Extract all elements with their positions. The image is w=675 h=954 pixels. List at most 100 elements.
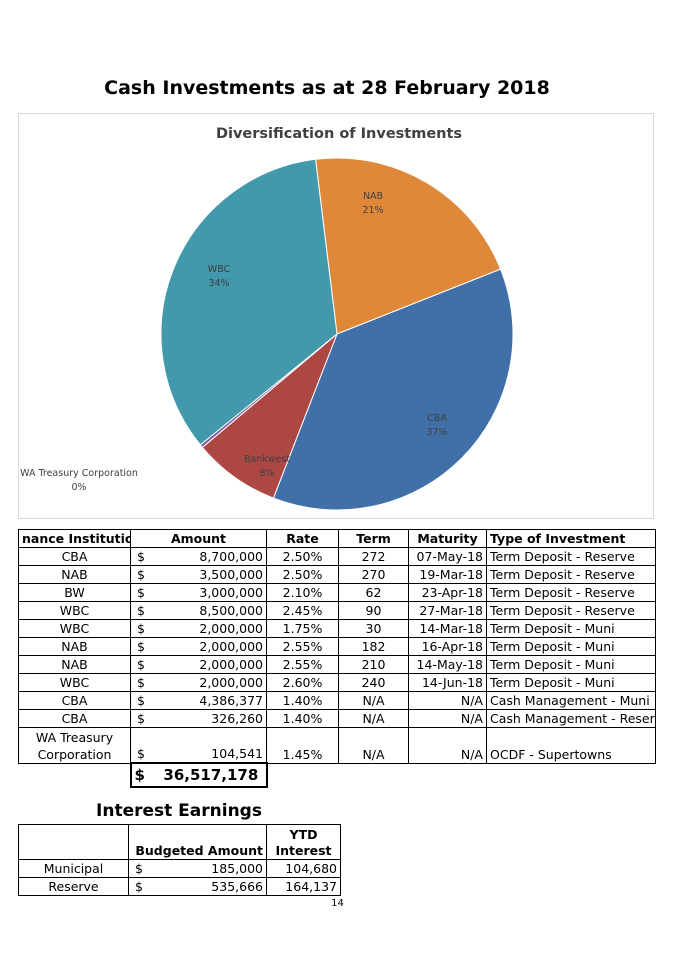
type-cell: Term Deposit - Muni: [486, 637, 656, 656]
maturity-cell: 23-Apr-18: [408, 583, 487, 602]
type-cell: Term Deposit - Reserve: [486, 547, 656, 566]
rate-cell: 1.40%: [266, 709, 339, 728]
maturity-cell: 14-May-18: [408, 655, 487, 674]
amount-cell: 2,000,000: [148, 619, 267, 638]
column-header: Maturity: [408, 529, 487, 548]
maturity-cell: 16-Apr-18: [408, 637, 487, 656]
rate-cell: 2.55%: [266, 637, 339, 656]
maturity-cell: N/A: [408, 691, 487, 710]
interest-earnings-table: Budgeted Amount YTD Interest Municipal $1…: [18, 824, 341, 896]
currency-cell: $: [130, 709, 149, 728]
amount-cell: 2,000,000: [148, 655, 267, 674]
row-label-cell: Reserve: [18, 877, 129, 896]
institution-cell: NAB: [18, 655, 131, 674]
institution-cell: NAB: [18, 565, 131, 584]
ytd-cell: 164,137: [266, 877, 341, 896]
rate-cell: 1.75%: [266, 619, 339, 638]
table-row: BW $3,000,000 2.10% 62 23-Apr-18 Term Deposit…: [18, 583, 656, 602]
currency-cell: $: [130, 727, 149, 764]
interest-table-body: Municipal $185,000 104,680 Reserve $535,666 1…: [18, 859, 341, 896]
currency-cell: $: [130, 673, 149, 692]
slice-percent-label: 21%: [362, 205, 383, 216]
table-row: NAB $3,500,000 2.50% 270 19-Mar-18 Term Depos…: [18, 565, 656, 584]
institution-cell: CBA: [18, 547, 131, 566]
table-row: Reserve $535,666 164,137: [18, 877, 341, 896]
column-header: nance Institutio: [18, 529, 131, 548]
ytd-cell: 104,680: [266, 859, 341, 878]
currency-cell: $: [130, 601, 149, 620]
type-cell: Term Deposit - Muni: [486, 655, 656, 674]
type-cell: Cash Management - Muni: [486, 691, 656, 710]
pie-chart-svg: Diversification of Investments NAB 21% CBA…: [20, 126, 514, 511]
maturity-cell: N/A: [408, 709, 487, 728]
type-cell: Cash Management - Reserve: [486, 709, 656, 728]
term-cell: 240: [338, 673, 409, 692]
amount-cell: 2,000,000: [148, 673, 267, 692]
total-amount: 36,517,178: [163, 765, 259, 784]
total-row: $ 36,517,178: [19, 762, 656, 788]
column-header: Rate: [266, 529, 339, 548]
rate-cell: 2.45%: [266, 601, 339, 620]
maturity-cell: 14-Jun-18: [408, 673, 487, 692]
amount-cell: 3,000,000: [148, 583, 267, 602]
currency-cell: $: [130, 583, 149, 602]
maturity-cell: 27-Mar-18: [408, 601, 487, 620]
currency-cell: $: [128, 859, 149, 878]
table-header-row: nance Institutio Amount Rate Term Maturi…: [18, 529, 656, 548]
institution-cell: CBA: [18, 709, 131, 728]
row-label-cell: Municipal: [18, 859, 129, 878]
pie-slice-cba: [272, 268, 514, 511]
pie-slice-labels: NAB 21% CBA 37% Bankwest 8% WA Treasury Corpor…: [20, 191, 447, 493]
amount-cell: 8,500,000: [148, 601, 267, 620]
amount-cell: 326,260: [148, 709, 267, 728]
table-header-row: Budgeted Amount YTD Interest: [18, 824, 341, 860]
currency-cell: $: [130, 619, 149, 638]
term-cell: 182: [338, 637, 409, 656]
slice-name-label: CBA: [427, 413, 447, 424]
column-header: Budgeted Amount: [128, 824, 267, 860]
maturity-cell: 07-May-18: [408, 547, 487, 566]
column-header: Amount: [130, 529, 267, 548]
institution-cell: CBA: [18, 691, 131, 710]
amount-cell: 3,500,000: [148, 565, 267, 584]
table-row: CBA $8,700,000 2.50% 272 07-May-18 Term Depos…: [18, 547, 656, 566]
table-row: WBC $2,000,000 1.75% 30 14-Mar-18 Term Deposi…: [18, 619, 656, 638]
table-row: NAB $2,000,000 2.55% 210 14-May-18 Term Depos…: [18, 655, 656, 674]
total-currency: $: [134, 765, 145, 784]
column-header: [18, 824, 129, 860]
rate-cell: 2.60%: [266, 673, 339, 692]
table-row: WBC $8,500,000 2.45% 90 27-Mar-18 Term Deposi…: [18, 601, 656, 620]
pie-slice-wbc: [160, 158, 338, 446]
maturity-cell: 14-Mar-18: [408, 619, 487, 638]
currency-cell: $: [130, 637, 149, 656]
type-cell: Term Deposit - Reserve: [486, 565, 656, 584]
amount-cell: 8,700,000: [148, 547, 267, 566]
type-cell: OCDF - Supertowns: [486, 727, 656, 764]
rate-cell: 2.55%: [266, 655, 339, 674]
rate-cell: 2.50%: [266, 565, 339, 584]
table-row: NAB $2,000,000 2.55% 182 16-Apr-18 Term Depos…: [18, 637, 656, 656]
budget-cell: 185,000: [148, 859, 267, 878]
currency-cell: $: [130, 655, 149, 674]
slice-name-label: Bankwest: [244, 454, 290, 465]
pie-slices: [160, 157, 514, 511]
currency-cell: $: [130, 547, 149, 566]
table-row: CBA $326,260 1.40% N/A N/A Cash Management - …: [18, 709, 656, 728]
slice-percent-label: 37%: [426, 427, 447, 438]
table-row: CBA $4,386,377 1.40% N/A N/A Cash Management …: [18, 691, 656, 710]
slice-name-label: NAB: [363, 191, 383, 202]
page-title: Cash Investments as at 28 February 2018: [104, 77, 550, 99]
type-cell: Term Deposit - Reserve: [486, 583, 656, 602]
investments-table: nance Institutio Amount Rate Term Maturi…: [18, 529, 656, 788]
column-header: Term: [338, 529, 409, 548]
slice-percent-label: 34%: [208, 278, 229, 289]
budget-cell: 535,666: [148, 877, 267, 896]
term-cell: N/A: [338, 691, 409, 710]
slice-percent-label: 0%: [71, 482, 86, 493]
pie-chart: Diversification of Investments NAB 21% CBA…: [18, 113, 654, 519]
table-row: WA Treasury Corporation $104,541 1.45% N/A N…: [18, 727, 656, 764]
amount-cell: 104,541: [148, 727, 267, 764]
slice-name-label: WA Treasury Corporation: [20, 468, 138, 479]
pie-slice-nab: [314, 157, 502, 335]
amount-cell: 2,000,000: [148, 637, 267, 656]
